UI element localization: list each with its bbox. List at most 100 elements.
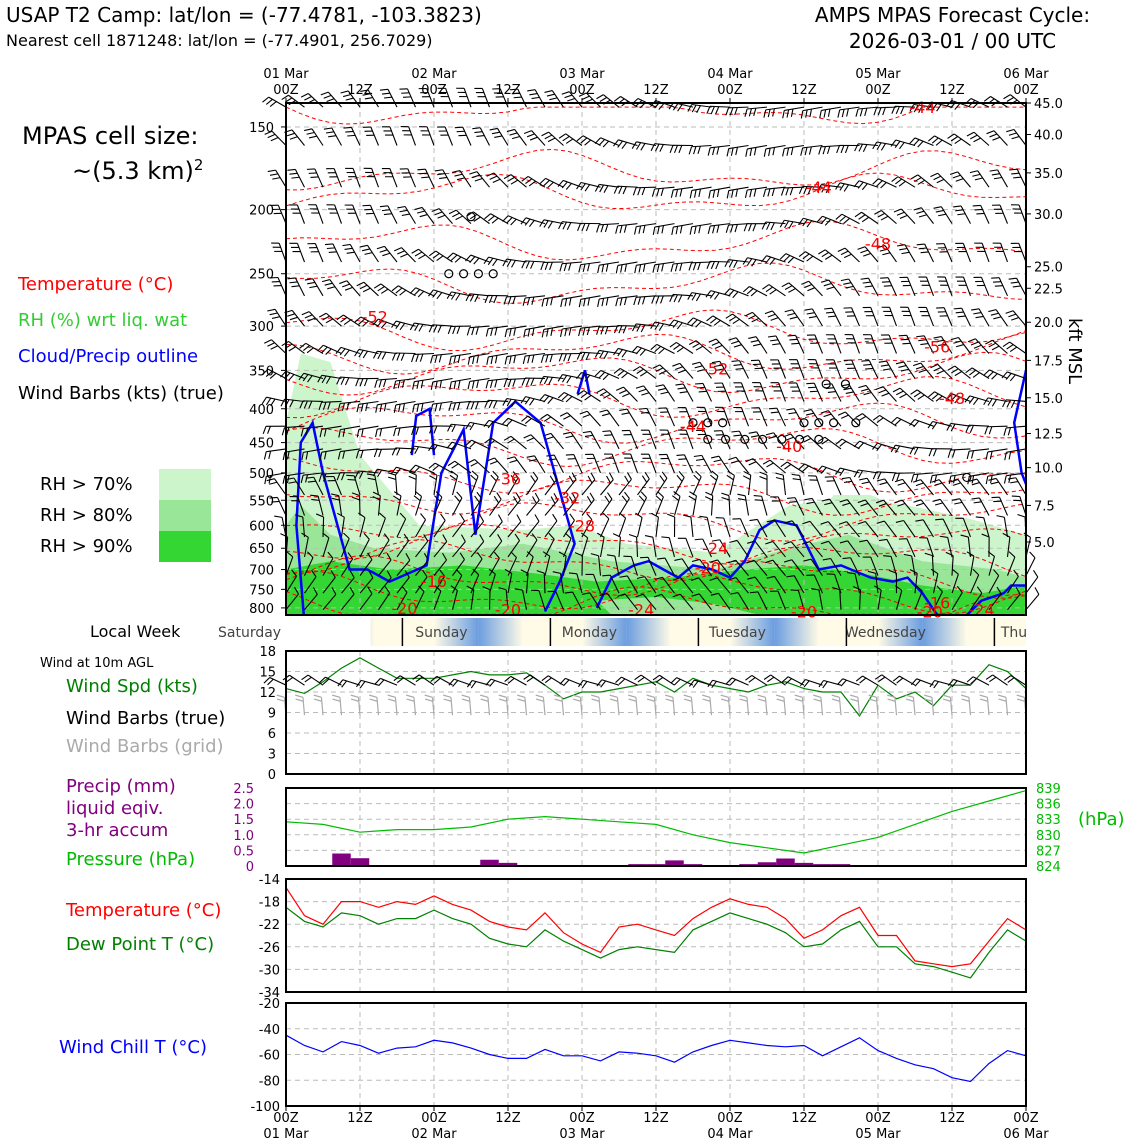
- wind-barb-feather: [880, 143, 886, 151]
- wind-barb-feather: [565, 396, 573, 403]
- wind-barb-feather: [596, 388, 604, 394]
- wind-barb-feather: [377, 469, 383, 478]
- wind-barb-feather: [508, 328, 512, 337]
- wind-barb: [599, 295, 620, 300]
- wind-barb-feather: [381, 92, 391, 95]
- wind-barb-feather: [391, 320, 397, 328]
- wind-barb-feather: [985, 674, 994, 680]
- wind-barb-feather: [535, 698, 544, 702]
- wind-barb: [514, 456, 527, 474]
- wind-barb-feather: [527, 328, 531, 337]
- wind-barb-feather: [543, 432, 552, 437]
- wind-barb-feather: [358, 318, 365, 325]
- wind-barb: [499, 88, 509, 108]
- panel-tick-label: 9: [268, 707, 276, 722]
- wind-barb-feather: [399, 322, 406, 331]
- wind-barb-feather: [878, 389, 887, 394]
- wind-barb-feather: [541, 298, 545, 307]
- wind-barb-feather: [895, 178, 903, 185]
- wind-barb-feather: [899, 247, 908, 251]
- wind-barb-feather: [498, 694, 507, 698]
- temperature-contour-label: -48: [939, 389, 965, 408]
- wind-barb: [600, 369, 620, 379]
- wind-barb-feather: [896, 244, 906, 247]
- wind-barb: [312, 278, 324, 297]
- wind-barb-feather: [688, 340, 697, 345]
- wind-barb-feather: [781, 282, 790, 288]
- wind-barb-feather: [867, 570, 876, 574]
- wind-barb-feather: [650, 321, 656, 330]
- wind-barb-feather: [411, 354, 415, 363]
- wind-barb-feather: [945, 551, 954, 557]
- wind-barb-feather: [543, 179, 550, 187]
- wind-barb-feather: [560, 299, 563, 308]
- wind-barb: [341, 577, 355, 594]
- wind-barb: [747, 106, 768, 110]
- wind-barb-feather: [269, 481, 278, 485]
- wind-barb: [665, 407, 676, 427]
- wind-barb: [796, 359, 805, 379]
- wind-barb-feather: [520, 569, 529, 574]
- wind-barb: [592, 574, 602, 594]
- wind-barb-feather: [788, 288, 796, 293]
- icing-circle: [851, 418, 861, 428]
- wind-barb-feather: [707, 147, 711, 156]
- wind-barb-feather: [748, 314, 756, 320]
- wind-barb: [367, 89, 379, 108]
- wind-barb-feather: [291, 569, 297, 577]
- precip-bar: [665, 860, 684, 866]
- wind-barb-feather: [365, 402, 368, 412]
- wind-barb-feather: [619, 512, 626, 519]
- wind-barb-feather: [672, 577, 681, 581]
- wind-barb-feather: [617, 593, 626, 597]
- wind-barb-feather: [877, 245, 886, 249]
- wind-barb: [841, 438, 860, 450]
- wind-barb-feather: [713, 319, 721, 326]
- wind-barb-feather: [655, 295, 660, 304]
- wind-barb: [923, 335, 934, 354]
- wind-barb-feather: [513, 355, 516, 364]
- wind-barb-feather: [726, 148, 730, 157]
- wind-barb-feather: [863, 252, 871, 257]
- wind-barb-feather: [300, 475, 304, 484]
- wind-barb-feather: [567, 97, 576, 102]
- wind-barb-feather: [482, 586, 491, 591]
- wind-barb-feather: [578, 92, 587, 97]
- wind-barb: [294, 277, 305, 297]
- wind-barb: [609, 430, 620, 450]
- wind-barb-feather: [704, 496, 713, 501]
- wind-barb-feather: [913, 391, 922, 398]
- wind-barb-feather: [748, 108, 752, 117]
- wind-barb-feather: [433, 425, 438, 434]
- wind-barb-feather: [415, 426, 419, 435]
- wind-barb-feather: [563, 679, 570, 687]
- wind-barb-feather: [624, 263, 628, 272]
- top-day-label: 03 Mar: [559, 67, 605, 82]
- wind-barb-feather: [730, 147, 734, 156]
- wind-barb-feather: [430, 381, 434, 390]
- wind-barb-feather: [476, 355, 479, 364]
- wind-barb-feather: [767, 313, 776, 318]
- wind-barb: [273, 478, 287, 496]
- wind-barb-feather: [915, 519, 924, 522]
- wind-barb: [506, 295, 527, 298]
- wind-panel-title: Wind at 10m AGL: [40, 656, 154, 671]
- pressure-tick-label: 750: [249, 583, 274, 598]
- wind-barb-feather: [788, 221, 794, 229]
- panel-tick-label: 0: [268, 768, 276, 783]
- wind-barb-feather: [313, 698, 322, 702]
- wind-barb: [861, 211, 879, 225]
- wind-barb-feather: [640, 324, 646, 333]
- wind-barb: [676, 341, 694, 354]
- wind-barb-feather: [1012, 285, 1021, 288]
- wind-barb: [932, 472, 953, 477]
- wind-barb-feather: [430, 675, 438, 682]
- wind-barb-feather: [730, 460, 739, 464]
- wind-barb-feather: [882, 107, 886, 116]
- wind-barb-feather: [748, 677, 756, 683]
- wind-barb: [673, 319, 694, 327]
- wind-barb: [468, 697, 472, 716]
- wind-barb-feather: [808, 315, 817, 319]
- wind-barb-feather: [739, 694, 748, 698]
- wind-barb: [810, 409, 823, 427]
